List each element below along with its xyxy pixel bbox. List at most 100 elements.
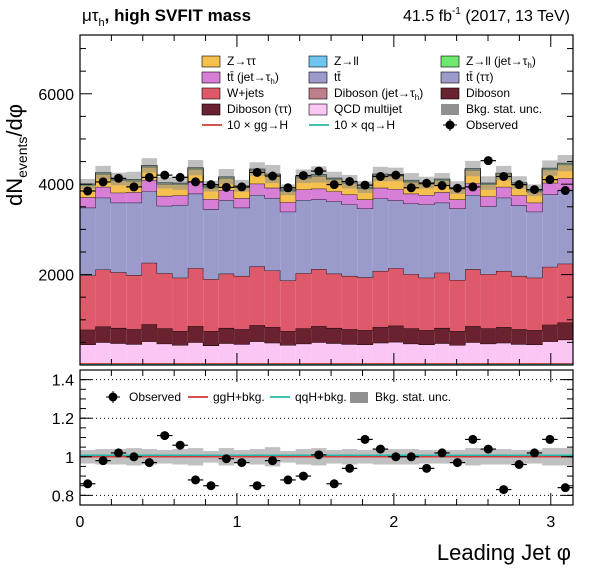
stack-bar xyxy=(557,263,573,323)
stack-bar xyxy=(80,344,96,365)
obs-point xyxy=(422,178,432,188)
stack-bar xyxy=(218,190,235,201)
unc-box xyxy=(141,158,158,173)
obs-point xyxy=(406,183,416,193)
ratio-point xyxy=(360,434,370,444)
stack-bar xyxy=(110,202,127,273)
stack-bar xyxy=(326,201,342,274)
stack-bar xyxy=(372,342,389,365)
main-y-tick-label: 2000 xyxy=(38,268,74,285)
ratio-y-tick-label: 1 xyxy=(65,450,74,467)
x-tick-label: 0 xyxy=(76,514,85,531)
main-y-axis-label: dNevents/dφ xyxy=(2,104,30,206)
stack-bar xyxy=(249,341,265,365)
legend-label: Observed xyxy=(129,390,181,404)
unc-box xyxy=(157,176,173,189)
stack-bar xyxy=(187,181,204,194)
ratio-point xyxy=(406,452,416,462)
legend-swatch xyxy=(440,71,460,84)
stack-bar xyxy=(526,277,543,331)
stack-bar xyxy=(295,343,312,365)
stack-bar xyxy=(480,206,496,275)
stack-bar xyxy=(80,197,96,208)
unc-box xyxy=(465,160,481,177)
main-legend-entry: tt̄ xyxy=(308,70,341,84)
stack-bar xyxy=(511,205,527,276)
obs-point xyxy=(468,182,478,192)
stack-bar xyxy=(388,341,404,365)
obs-point xyxy=(252,167,262,177)
main-legend-entry: Diboson xyxy=(440,86,510,100)
ratio-point xyxy=(483,444,493,454)
stack-bar xyxy=(172,277,188,332)
stack-layer xyxy=(80,339,573,365)
stack-bar xyxy=(234,198,250,208)
stack-bar xyxy=(234,275,250,330)
stack-bar xyxy=(249,195,265,267)
ratio-point xyxy=(422,463,432,473)
legend-swatch xyxy=(201,87,221,100)
stack-bar xyxy=(249,183,265,196)
stack-bar xyxy=(526,191,543,203)
stack-bar xyxy=(187,193,204,269)
stack-bar xyxy=(495,270,512,328)
obs-point xyxy=(391,170,401,180)
obs-point xyxy=(483,156,493,166)
obs-point xyxy=(360,180,370,190)
obs-point xyxy=(221,182,231,192)
legend-label: ggH+bkg. xyxy=(213,390,265,404)
unc-box xyxy=(434,173,450,185)
stack-bar xyxy=(157,184,173,196)
ratio-legend-entry: Bkg. stat. unc. xyxy=(350,390,451,404)
stack-bar xyxy=(264,342,281,365)
unc-box xyxy=(326,171,342,185)
main-legend-entry: tt̄ (jet→τh) xyxy=(201,70,279,86)
stack-bar xyxy=(80,329,96,345)
stack-bar xyxy=(511,184,527,196)
stack-bar xyxy=(341,204,358,276)
legend-swatch xyxy=(440,87,460,100)
stack-bar xyxy=(341,183,358,195)
stack-bar xyxy=(480,196,496,207)
stack-bar xyxy=(449,345,466,365)
main-legend-entry: Z→ττ xyxy=(201,54,256,68)
ratio-point xyxy=(160,431,170,441)
obs-point xyxy=(129,182,139,192)
stack-bar xyxy=(126,192,142,203)
obs-point xyxy=(83,186,93,196)
stack-bar xyxy=(526,211,543,278)
stack-bar xyxy=(526,330,543,345)
stack-bar xyxy=(372,327,389,343)
stack-bar xyxy=(418,344,435,365)
ratio-point xyxy=(252,481,262,491)
stack-bar xyxy=(280,331,296,346)
ratio-point xyxy=(98,456,108,466)
legend-label: tt̄ (jet→τh) xyxy=(227,70,279,86)
stack-bar xyxy=(434,343,450,365)
obs-point xyxy=(114,173,124,183)
stack-bar xyxy=(388,200,404,269)
stack-bar xyxy=(203,331,219,346)
stack-bar xyxy=(542,182,558,195)
stack-bar xyxy=(234,329,250,345)
ratio-legend-entry: ggH+bkg. xyxy=(188,390,265,404)
stack-bar xyxy=(187,342,204,365)
main-legend-entry: Bkg. stat. unc. xyxy=(441,102,542,116)
obs-point xyxy=(206,180,216,190)
stack-bar xyxy=(511,329,527,345)
stack-bar xyxy=(311,326,327,343)
stack-bar xyxy=(280,280,296,332)
legend-label: Diboson (jet→τh) xyxy=(334,86,423,102)
stack-bar xyxy=(280,345,296,365)
stack-bar xyxy=(172,204,188,278)
stack-bar xyxy=(526,202,543,212)
legend-label: QCD multijet xyxy=(334,102,403,116)
obs-point xyxy=(437,181,447,191)
legend-swatch xyxy=(441,104,459,115)
stack-bar xyxy=(264,187,281,199)
legend-swatch xyxy=(308,87,328,100)
stack-bar xyxy=(95,342,111,365)
stack-bar xyxy=(295,273,312,329)
obs-point xyxy=(345,176,355,186)
ratio-point xyxy=(129,452,139,462)
